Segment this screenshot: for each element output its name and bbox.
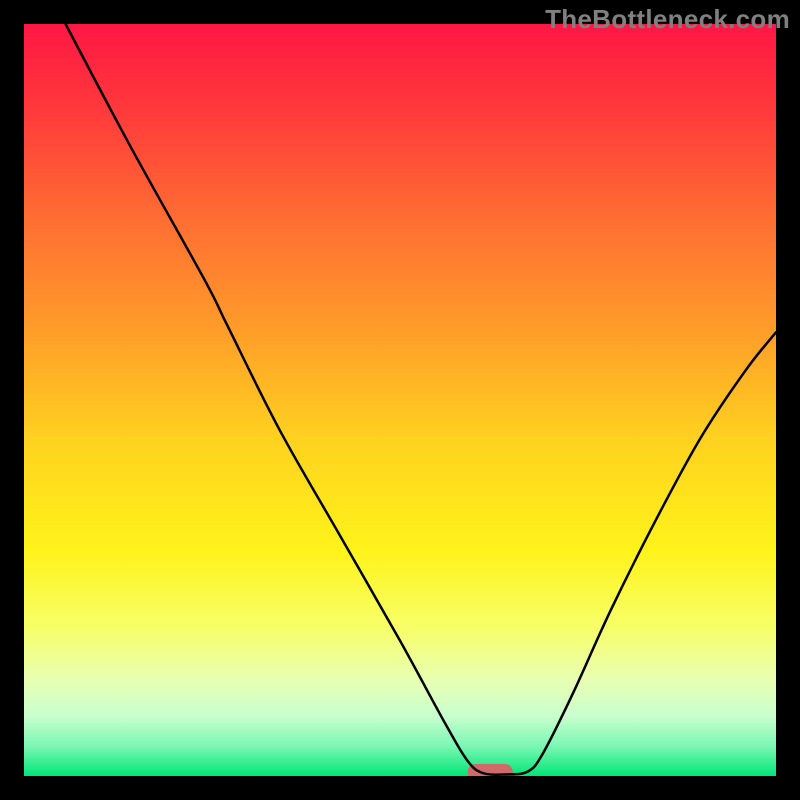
gradient-background xyxy=(24,24,776,776)
watermark-text: TheBottleneck.com xyxy=(545,4,790,35)
chart-svg xyxy=(0,0,800,800)
chart-container: TheBottleneck.com xyxy=(0,0,800,800)
